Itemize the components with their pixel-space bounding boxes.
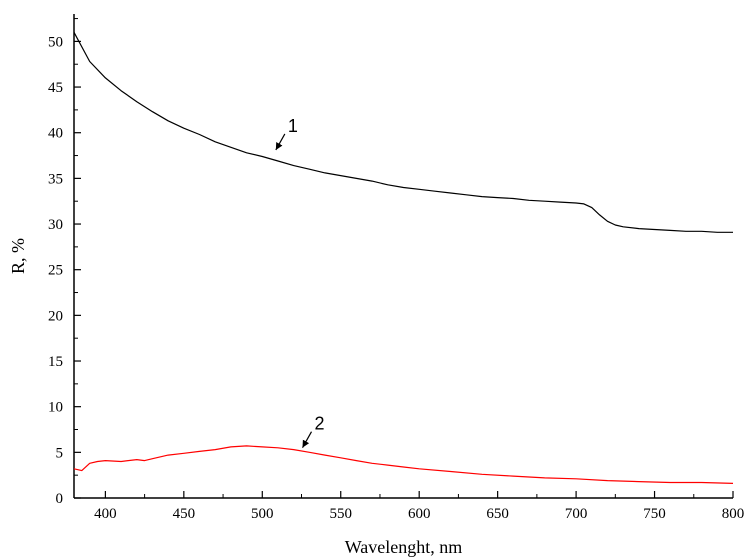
- y-tick-label: 0: [56, 491, 64, 507]
- annotation-arrow: [301, 431, 313, 448]
- x-tick-label: 600: [408, 506, 431, 522]
- y-tick-label: 5: [56, 445, 64, 461]
- y-axis-title: R, %: [8, 238, 28, 274]
- series-line-1: [73, 32, 733, 233]
- x-tick-label: 700: [565, 506, 588, 522]
- annotation-label: 2: [315, 414, 325, 434]
- x-tick-label: 450: [173, 506, 196, 522]
- y-tick-label: 30: [48, 217, 63, 233]
- annotation-arrow: [275, 133, 286, 151]
- y-tick-label: 40: [48, 126, 63, 142]
- series-line-2: [73, 445, 734, 484]
- y-tick-label: 35: [48, 171, 63, 187]
- y-tick-label: 25: [48, 263, 63, 279]
- x-tick-label: 400: [94, 506, 117, 522]
- x-axis-title: Wavelenght, nm: [345, 537, 463, 557]
- y-tick-label: 15: [48, 354, 63, 370]
- annotations: 12: [275, 116, 325, 448]
- y-tick-label: 45: [48, 80, 63, 96]
- annotation-label: 1: [288, 116, 298, 136]
- series-group: [73, 32, 734, 484]
- x-tick-label: 550: [329, 506, 352, 522]
- x-tick-label: 800: [722, 506, 745, 522]
- y-tick-label: 20: [48, 308, 63, 324]
- x-tick-label: 650: [486, 506, 509, 522]
- x-tick-label: 750: [643, 506, 666, 522]
- y-tick-label: 50: [48, 34, 63, 50]
- x-tick-label: 500: [251, 506, 274, 522]
- axes: 400 450 500 550 600 650 700 750 800 0 5 10 15 20 25 30 3…: [48, 14, 744, 522]
- y-tick-label: 10: [48, 400, 63, 416]
